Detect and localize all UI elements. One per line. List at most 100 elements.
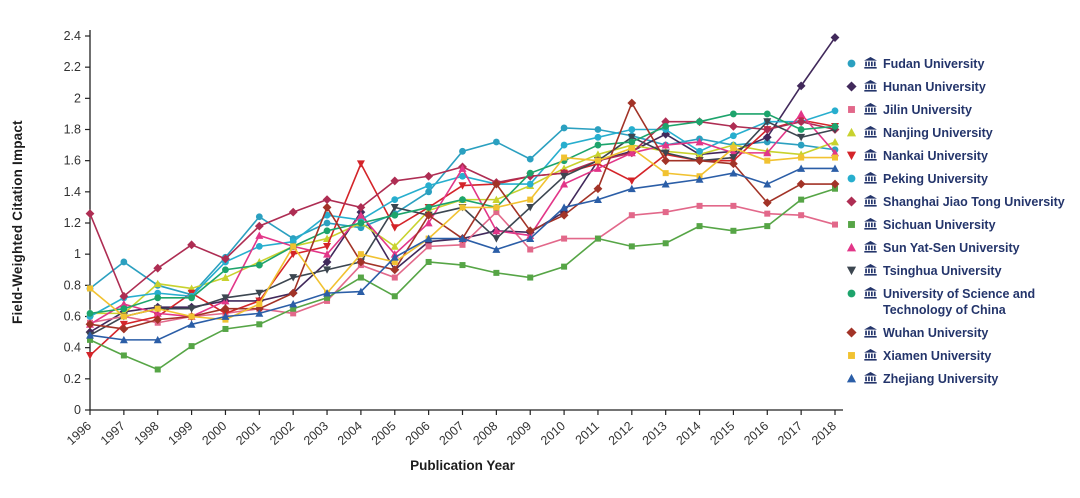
legend-item: Peking University [845,171,1077,187]
legend-label: Sun Yat-Sen University [883,241,1020,255]
y-tick-label: 0 [74,403,81,417]
university-building-icon [864,57,877,69]
y-tick-label: 1.4 [64,185,81,199]
y-tick-label: 0.6 [64,310,81,324]
legend-marker-circle-icon [847,174,856,183]
legend-item: Hunan University [845,79,1077,95]
series-line [89,101,835,330]
x-tick-label: 2004 [335,419,365,448]
x-tick-label: 2018 [809,419,839,448]
series-line [89,110,836,318]
x-tick-label: 2009 [504,419,534,448]
university-building-icon [864,80,877,92]
legend-label: Shanghai Jiao Tong University [883,195,1065,209]
legend-label: Fudan University [883,57,985,71]
y-tick-label: 0.8 [64,278,81,292]
university-building-icon [864,149,877,161]
university-building-icon [864,172,877,184]
x-tick-label: 2006 [403,419,433,448]
legend-marker-triangle-down-icon [846,266,857,276]
legend-marker-triangle-up-icon [846,373,857,383]
legend-marker-diamond-icon [846,81,857,92]
x-tick-label: 2011 [573,419,602,447]
y-tick-label: 0.4 [64,341,81,355]
y-tick-label: 0.2 [64,372,81,386]
x-tick-label: 2005 [369,419,399,448]
legend-label: Jilin University [883,103,972,117]
university-building-icon [864,241,877,253]
university-building-icon [864,326,877,338]
x-tick-label: 2003 [301,419,331,448]
legend-marker-triangle-up-icon [846,242,857,252]
y-tick-label: 1.2 [64,216,81,230]
legend-marker-square-icon [848,106,855,113]
legend-item: Tsinghua University [845,263,1077,279]
legend-item: Nanjing University [845,125,1077,141]
x-tick-label: 1996 [64,419,94,448]
university-building-icon [864,218,877,230]
university-building-icon [864,103,877,115]
y-tick-label: 2 [74,91,81,105]
y-tick-label: 2.4 [64,29,81,43]
legend-item: Sichuan University [845,217,1077,233]
legend-label: Hunan University [883,80,986,94]
legend-item: Nankai University [845,148,1077,164]
x-tick-label: 2012 [606,419,636,448]
series-line [89,187,836,371]
y-tick-label: 2.2 [64,60,81,74]
legend-label: Nanjing University [883,126,993,140]
legend-label: Tsinghua University [883,264,1002,278]
legend-item: Zhejiang University [845,371,1077,387]
legend-item: Wuhan University [845,325,1077,341]
x-tick-label: 1999 [166,419,196,448]
x-tick-label: 1997 [98,419,128,448]
university-building-icon [864,372,877,384]
legend-marker-square-icon [848,352,855,359]
legend: Fudan University Hunan University Jilin Un… [845,56,1077,387]
legend-item: Jilin University [845,102,1077,118]
legend-marker-triangle-up-icon [846,127,857,137]
x-tick-label: 2015 [707,419,737,448]
legend-label: Xiamen University [883,349,992,363]
legend-label: Zhejiang University [883,372,999,386]
x-tick-label: 2007 [436,419,466,448]
legend-label: Nankai University [883,149,988,163]
y-tick-label: 1 [74,247,81,261]
university-building-icon [864,287,877,299]
y-tick-label: 1.8 [64,123,81,137]
university-building-icon [864,195,877,207]
x-tick-label: 2014 [674,419,704,448]
x-axis-title: Publication Year [410,458,515,473]
university-building-icon [864,126,877,138]
x-tick-label: 2000 [199,419,229,448]
legend-item: Fudan University [845,56,1077,72]
legend-label: Peking University [883,172,988,186]
legend-marker-diamond-icon [846,327,857,338]
legend-item: Shanghai Jiao Tong University [845,194,1077,210]
legend-label: Sichuan University [883,218,996,232]
legend-marker-square-icon [848,221,855,228]
legend-marker-diamond-icon [846,196,857,207]
legend-label: University of Science and Technology of … [883,287,1036,317]
x-tick-label: 2013 [640,419,670,448]
x-tick-label: 2008 [470,419,500,448]
y-tick-label: 1.6 [64,154,81,168]
legend-label: Wuhan University [883,326,989,340]
university-building-icon [864,264,877,276]
university-building-icon [864,349,877,361]
legend-item: Sun Yat-Sen University [845,240,1077,256]
x-tick-label: 1998 [132,419,162,448]
x-tick-label: 2017 [775,419,805,448]
x-tick-label: 2010 [538,419,568,448]
x-tick-label: 2002 [267,419,297,448]
x-tick-label: 2001 [233,419,263,448]
x-tick-label: 2016 [741,419,771,448]
series-line [89,112,836,325]
legend-item: University of Science and Technology of … [845,286,1077,318]
legend-marker-triangle-down-icon [846,151,857,161]
legend-marker-circle-icon [847,59,856,68]
legend-item: Xiamen University [845,348,1077,364]
legend-marker-circle-icon [847,289,856,298]
